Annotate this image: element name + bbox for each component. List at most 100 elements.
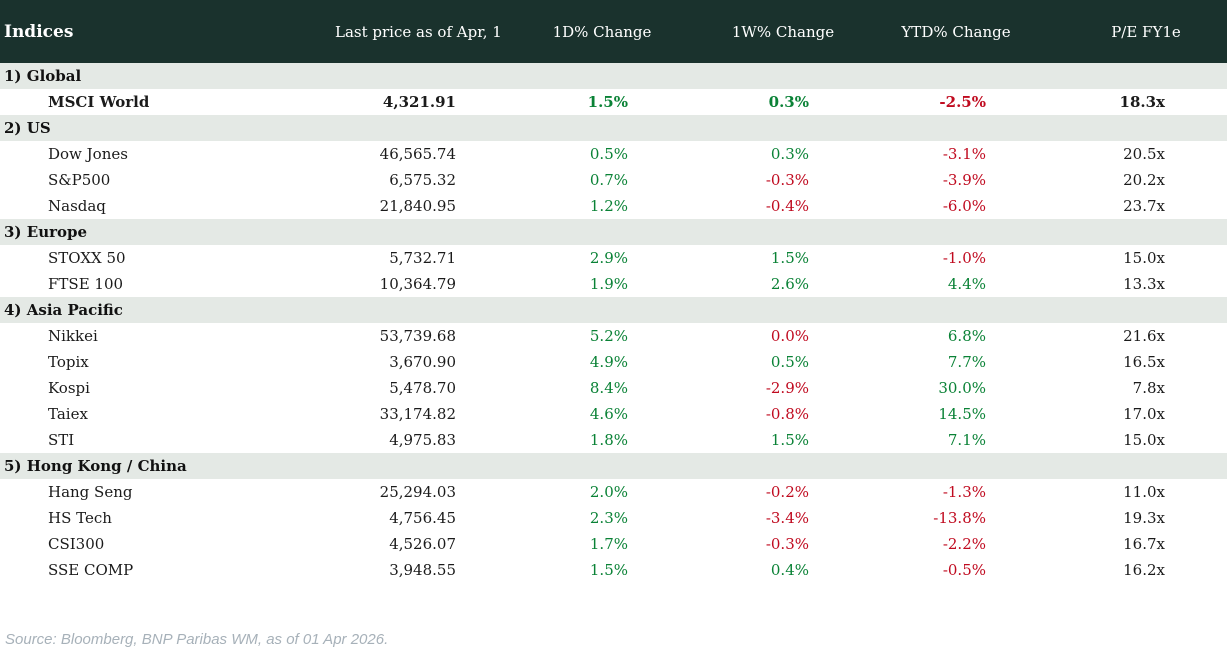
- index-name: Topix: [48, 353, 89, 371]
- index-name: HS Tech: [48, 509, 112, 527]
- 1d-change-value: 2.3%: [589, 509, 628, 527]
- ytd-change-value: 30.0%: [938, 379, 986, 397]
- 1w-change-value: 2.6%: [770, 275, 809, 293]
- 1d-change-value: 1.7%: [589, 535, 628, 553]
- 1d-change-value: 2.9%: [589, 249, 628, 267]
- pe-value: 20.5x: [1123, 145, 1165, 163]
- index-name: Hang Seng: [48, 483, 133, 501]
- index-row: Nasdaq 21,840.95 1.2% -0.4% -6.0% 23.7x: [0, 193, 1227, 219]
- index-name: Dow Jones: [48, 145, 128, 163]
- pe-value: 16.2x: [1123, 561, 1165, 579]
- 1w-change-value: 0.3%: [768, 93, 809, 111]
- pe-value: 18.3x: [1119, 93, 1165, 111]
- 1d-change-value: 1.9%: [589, 275, 628, 293]
- index-row: Hang Seng 25,294.03 2.0% -0.2% -1.3% 11.…: [0, 479, 1227, 505]
- 1w-change-value: 0.0%: [770, 327, 809, 345]
- index-row: HS Tech 4,756.45 2.3% -3.4% -13.8% 19.3x: [0, 505, 1227, 531]
- pe-value: 19.3x: [1123, 509, 1165, 527]
- last-price-value: 33,174.82: [379, 405, 456, 423]
- index-name: CSI300: [48, 535, 105, 553]
- column-header-last-price: Last price as of Apr, 1: [335, 22, 502, 41]
- 1w-change-value: 0.4%: [770, 561, 809, 579]
- 1d-change-value: 0.5%: [589, 145, 628, 163]
- index-name: Kospi: [48, 379, 90, 397]
- index-name: Taiex: [48, 405, 88, 423]
- pe-value: 21.6x: [1123, 327, 1165, 345]
- ytd-change-value: -2.5%: [939, 93, 986, 111]
- index-row: Nikkei 53,739.68 5.2% 0.0% 6.8% 21.6x: [0, 323, 1227, 349]
- pe-value: 15.0x: [1123, 249, 1165, 267]
- pe-value: 17.0x: [1123, 405, 1165, 423]
- section-label: 4) Asia Pacific: [4, 301, 123, 319]
- ytd-change-value: -6.0%: [942, 197, 986, 215]
- ytd-change-value: -13.8%: [933, 509, 986, 527]
- last-price-value: 46,565.74: [379, 145, 456, 163]
- index-row: STOXX 50 5,732.71 2.9% 1.5% -1.0% 15.0x: [0, 245, 1227, 271]
- 1w-change-value: -0.3%: [765, 171, 809, 189]
- section-label: 5) Hong Kong / China: [4, 457, 187, 475]
- 1w-change-value: -2.9%: [765, 379, 809, 397]
- table-header-row: Indices Last price as of Apr, 1 1D% Chan…: [0, 0, 1227, 63]
- page-title: Indices: [4, 21, 74, 42]
- 1d-change-value: 1.5%: [587, 93, 628, 111]
- 1d-change-value: 2.0%: [589, 483, 628, 501]
- last-price-value: 5,478.70: [389, 379, 456, 397]
- last-price-value: 53,739.68: [379, 327, 456, 345]
- index-row: Topix 3,670.90 4.9% 0.5% 7.7% 16.5x: [0, 349, 1227, 375]
- column-header-pe: P/E FY1e: [1111, 22, 1181, 41]
- section-row: 1) Global: [0, 63, 1227, 89]
- ytd-change-value: -2.2%: [942, 535, 986, 553]
- 1w-change-value: -0.2%: [765, 483, 809, 501]
- index-row: FTSE 100 10,364.79 1.9% 2.6% 4.4% 13.3x: [0, 271, 1227, 297]
- 1w-change-value: -3.4%: [765, 509, 809, 527]
- last-price-value: 21,840.95: [379, 197, 456, 215]
- pe-value: 20.2x: [1123, 171, 1165, 189]
- section-row: 4) Asia Pacific: [0, 297, 1227, 323]
- last-price-value: 4,756.45: [389, 509, 456, 527]
- index-name: STI: [48, 431, 75, 449]
- 1d-change-value: 4.6%: [589, 405, 628, 423]
- last-price-value: 6,575.32: [389, 171, 456, 189]
- 1w-change-value: -0.4%: [765, 197, 809, 215]
- pe-value: 13.3x: [1123, 275, 1165, 293]
- 1w-change-value: 0.5%: [770, 353, 809, 371]
- last-price-value: 4,975.83: [389, 431, 456, 449]
- index-name: STOXX 50: [48, 249, 126, 267]
- index-row: MSCI World 4,321.91 1.5% 0.3% -2.5% 18.3…: [0, 89, 1227, 115]
- ytd-change-value: 14.5%: [938, 405, 986, 423]
- index-row: Dow Jones 46,565.74 0.5% 0.3% -3.1% 20.5…: [0, 141, 1227, 167]
- index-name: FTSE 100: [48, 275, 124, 293]
- last-price-value: 4,526.07: [389, 535, 456, 553]
- last-price-value: 5,732.71: [389, 249, 456, 267]
- section-row: 2) US: [0, 115, 1227, 141]
- ytd-change-value: -0.5%: [942, 561, 986, 579]
- ytd-change-value: 7.1%: [947, 431, 986, 449]
- column-header-1w-change: 1W% Change: [731, 22, 835, 41]
- pe-value: 16.7x: [1123, 535, 1165, 553]
- last-price-value: 3,948.55: [389, 561, 456, 579]
- pe-value: 16.5x: [1123, 353, 1165, 371]
- ytd-change-value: -1.0%: [942, 249, 986, 267]
- index-row: S&P500 6,575.32 0.7% -0.3% -3.9% 20.2x: [0, 167, 1227, 193]
- 1d-change-value: 4.9%: [589, 353, 628, 371]
- section-label: 1) Global: [4, 67, 82, 85]
- pe-value: 15.0x: [1123, 431, 1165, 449]
- index-name: SSE COMP: [48, 561, 134, 579]
- section-label: 3) Europe: [4, 223, 88, 241]
- ytd-change-value: -1.3%: [942, 483, 986, 501]
- section-row: 3) Europe: [0, 219, 1227, 245]
- index-name: MSCI World: [48, 93, 150, 111]
- 1w-change-value: 1.5%: [770, 431, 809, 449]
- 1w-change-value: -0.8%: [765, 405, 809, 423]
- 1d-change-value: 1.5%: [589, 561, 628, 579]
- index-row: CSI300 4,526.07 1.7% -0.3% -2.2% 16.7x: [0, 531, 1227, 557]
- last-price-value: 3,670.90: [389, 353, 456, 371]
- 1d-change-value: 8.4%: [589, 379, 628, 397]
- column-header-1d-change: 1D% Change: [552, 22, 652, 41]
- last-price-value: 10,364.79: [379, 275, 456, 293]
- index-row: Kospi 5,478.70 8.4% -2.9% 30.0% 7.8x: [0, 375, 1227, 401]
- index-row: Taiex 33,174.82 4.6% -0.8% 14.5% 17.0x: [0, 401, 1227, 427]
- pe-value: 7.8x: [1132, 379, 1165, 397]
- index-name: Nikkei: [48, 327, 98, 345]
- indices-table: Indices Last price as of Apr, 1 1D% Chan…: [0, 0, 1227, 579]
